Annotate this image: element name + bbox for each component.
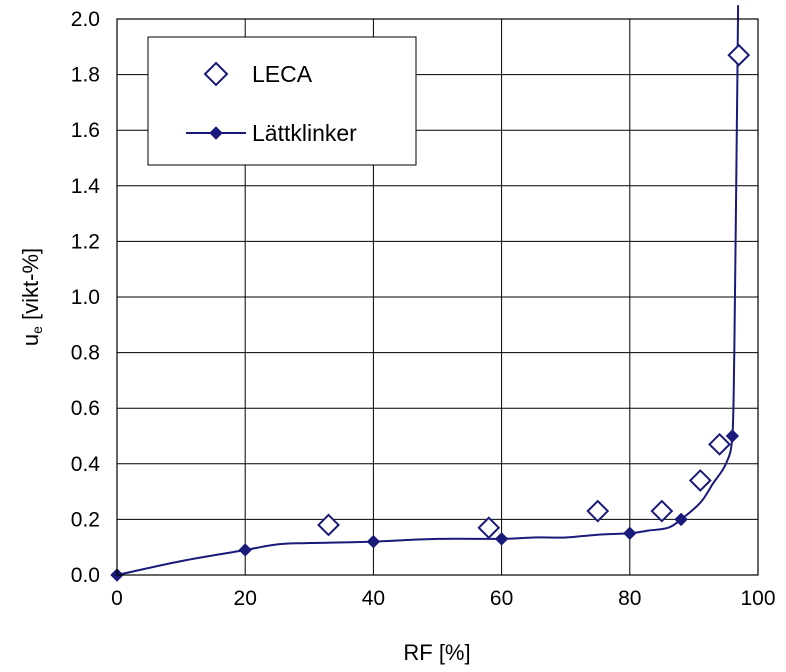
- y-axis-title: ue [vikt-%]: [18, 248, 45, 346]
- leca-point: [586, 499, 610, 523]
- y-tick-label: 1.4: [71, 175, 101, 198]
- lattklinker-point: [674, 512, 688, 527]
- y-tick-label: 0.0: [71, 564, 100, 587]
- x-tick-label: 100: [740, 587, 775, 610]
- y-axis-title-rest: [vikt-%]: [18, 248, 43, 326]
- x-tick-labels: 0 20 40 60 80 100: [111, 587, 775, 610]
- legend-label-leca: LECA: [252, 61, 313, 87]
- leca-point: [317, 513, 340, 537]
- leca-point: [477, 516, 501, 540]
- series-markers: [110, 43, 751, 582]
- y-tick-label: 2.0: [71, 8, 100, 31]
- lattklinker-line: [117, 5, 740, 575]
- y-tick-label: 1.0: [71, 286, 100, 309]
- y-axis-title-main: u: [18, 334, 43, 346]
- x-tick-label: 40: [362, 587, 385, 610]
- lattklinker-point: [366, 534, 381, 549]
- x-tick-label: 80: [618, 587, 641, 610]
- legend-label-lattklinker: Lättklinker: [252, 120, 357, 146]
- lattklinker-point: [238, 543, 252, 557]
- legend: LECA Lättklinker: [147, 36, 417, 166]
- y-tick-label: 1.2: [71, 230, 100, 253]
- x-axis-title: RF [%]: [403, 640, 470, 665]
- leca-point: [708, 432, 731, 456]
- series-lattklinker: [117, 5, 740, 575]
- plot-frame: [116, 18, 759, 576]
- y-tick-label: 0.6: [71, 397, 100, 420]
- y-tick-labels: 0.0 0.2 0.4 0.6 0.8 1.0 1.2 1.4 1.6 1.8 2.0: [71, 8, 101, 587]
- legend-box: [147, 36, 417, 166]
- x-tick-label: 0: [111, 587, 123, 610]
- lattklinker-point: [623, 526, 637, 541]
- y-axis-title-sub: e: [29, 326, 45, 334]
- y-tick-label: 0.8: [71, 342, 100, 365]
- y-tick-label: 0.4: [71, 453, 101, 476]
- legend-marker-lattklinker: [209, 126, 223, 140]
- leca-point: [727, 43, 751, 67]
- y-tick-label: 1.8: [71, 64, 100, 87]
- leca-point: [650, 499, 674, 523]
- lattklinker-point: [494, 532, 509, 546]
- leca-point: [688, 469, 712, 492]
- y-tick-label: 1.6: [71, 119, 100, 142]
- legend-marker-leca: [203, 61, 229, 87]
- x-tick-label: 60: [490, 587, 513, 610]
- y-tick-label: 0.2: [71, 508, 100, 531]
- x-tick-label: 20: [234, 587, 257, 610]
- lattklinker-point: [725, 429, 740, 443]
